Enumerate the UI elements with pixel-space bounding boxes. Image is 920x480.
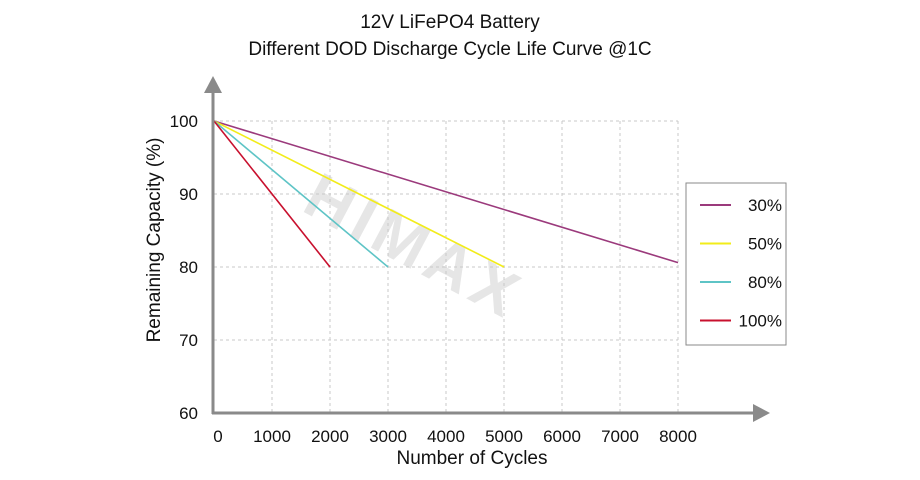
y-axis-arrow-icon xyxy=(204,76,222,93)
x-tick-label: 5000 xyxy=(485,427,523,446)
y-tick-label: 100 xyxy=(170,112,198,131)
x-tick-label: 0 xyxy=(213,427,222,446)
x-tick-labels: 0 1000 2000 3000 4000 5000 6000 7000 8000 xyxy=(213,427,697,446)
y-tick-label: 80 xyxy=(179,258,198,277)
y-tick-label: 90 xyxy=(179,185,198,204)
x-tick-label: 3000 xyxy=(369,427,407,446)
series-line-50pct xyxy=(213,120,505,268)
x-axis-arrow-icon xyxy=(753,404,770,422)
series-line-100pct xyxy=(213,120,331,268)
legend-label: 30% xyxy=(748,196,782,215)
legend-box xyxy=(685,182,787,346)
y-axis-label: Remaining Capacity (%) xyxy=(144,138,165,343)
y-tick-label: 70 xyxy=(179,331,198,350)
chart-subtitle: Different DOD Discharge Cycle Life Curve… xyxy=(248,39,651,60)
x-tick-label: 4000 xyxy=(427,427,465,446)
legend: 30% 50% 80% 100% xyxy=(685,182,787,346)
x-tick-label: 7000 xyxy=(601,427,639,446)
series-line-30pct xyxy=(213,120,679,264)
x-tick-label: 6000 xyxy=(543,427,581,446)
y-tick-labels: 60 70 80 90 100 xyxy=(170,112,198,423)
axes xyxy=(204,76,770,422)
series-line-80pct xyxy=(213,120,389,268)
chart-title: 12V LiFePO4 Battery xyxy=(360,12,540,33)
x-axis-label: Number of Cycles xyxy=(397,448,548,469)
y-tick-label: 60 xyxy=(179,404,198,423)
legend-label: 80% xyxy=(748,273,782,292)
legend-label: 50% xyxy=(748,235,782,254)
x-tick-label: 2000 xyxy=(311,427,349,446)
x-tick-label: 8000 xyxy=(659,427,697,446)
grid xyxy=(214,120,679,413)
series-lines xyxy=(213,120,679,268)
x-tick-label: 1000 xyxy=(253,427,291,446)
legend-label: 100% xyxy=(739,312,782,331)
